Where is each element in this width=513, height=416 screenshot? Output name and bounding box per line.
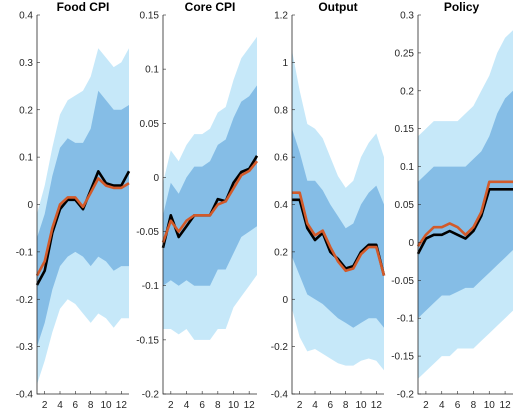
- y-tick-label: 0.8: [274, 105, 288, 116]
- x-tick-label: 8: [471, 400, 477, 411]
- y-tick-label: 0.1: [19, 153, 33, 164]
- median-response-line: [416, 188, 513, 255]
- y-tick-label: -0.2: [397, 390, 415, 401]
- x-tick-label: 2: [423, 400, 429, 411]
- y-tick-label: 0.2: [19, 105, 33, 116]
- x-tick-label: 12: [244, 400, 256, 411]
- inner-confidence-band: [418, 90, 513, 319]
- inner-confidence-band: [37, 90, 129, 347]
- x-tick-label: 10: [484, 400, 496, 411]
- y-tick-label: 0: [153, 173, 159, 184]
- y-tick-label: 0.2: [274, 247, 288, 258]
- y-tick-label: -0.1: [397, 314, 415, 325]
- y-tick-label: -0.4: [16, 390, 34, 401]
- x-tick-label: 10: [100, 400, 112, 411]
- x-tick-label: 12: [500, 400, 512, 411]
- y-tick-label: 0.05: [395, 200, 415, 211]
- x-tick-label: 6: [455, 400, 461, 411]
- y-tick-label: -0.2: [271, 342, 289, 353]
- panel-2: -0.4 -0.2 0 0.2 0.4 0.6 0.8 1 1.2 2 4 6 8 10 12 Output: [271, 0, 386, 411]
- y-tick-label: -0.3: [16, 342, 34, 353]
- y-tick-label: 0: [282, 295, 288, 306]
- y-tick-label: -0.4: [271, 390, 289, 401]
- y-tick-label: 0.4: [274, 200, 288, 211]
- y-tick-label: -0.1: [142, 281, 160, 292]
- y-tick-label: 0.1: [145, 65, 159, 76]
- y-tick-label: -0.2: [142, 390, 160, 401]
- panel-title: Policy: [444, 0, 480, 14]
- y-tick-label: -0.05: [136, 227, 159, 238]
- x-tick-label: 8: [343, 400, 349, 411]
- x-tick-label: 4: [439, 400, 445, 411]
- x-tick-label: 6: [73, 400, 79, 411]
- x-tick-label: 4: [184, 400, 190, 411]
- x-tick-label: 6: [328, 400, 334, 411]
- y-tick-label: -0.15: [391, 352, 414, 363]
- y-tick-label: 0: [408, 238, 414, 249]
- y-tick-label: 0.6: [274, 153, 288, 164]
- point-estimate-line: [292, 191, 386, 276]
- y-tick-label: -0.15: [136, 335, 159, 346]
- y-tick-label: -0.1: [16, 247, 34, 258]
- panel-0: -0.4 -0.3 -0.2 -0.1 0 0.1 0.2 0.3 0.4 2 4 6 8 10 12 Foo…: [16, 0, 131, 411]
- x-tick-label: 4: [57, 400, 63, 411]
- y-tick-label: 0.3: [400, 11, 414, 22]
- x-tick-label: 6: [199, 400, 205, 411]
- inner-confidence-band: [292, 128, 384, 328]
- y-tick-label: 0.2: [400, 86, 414, 97]
- y-tick-label: 1: [282, 58, 288, 69]
- y-tick-label: 0: [27, 200, 33, 211]
- x-tick-label: 2: [168, 400, 174, 411]
- point-estimate-line: [416, 180, 513, 247]
- y-tick-label: 0.1: [400, 162, 414, 173]
- x-tick-label: 12: [371, 400, 383, 411]
- y-tick-label: 0.15: [395, 124, 415, 135]
- x-tick-label: 4: [312, 400, 318, 411]
- y-tick-label: 0.15: [140, 11, 160, 22]
- y-tick-label: 0.4: [19, 11, 33, 22]
- panel-title: Food CPI: [57, 0, 110, 14]
- y-tick-label: -0.2: [16, 295, 34, 306]
- y-tick-label: 0.05: [140, 119, 160, 130]
- y-tick-label: -0.05: [391, 276, 414, 287]
- panel-title: Core CPI: [185, 0, 236, 14]
- point-estimate-line: [35, 177, 130, 277]
- x-tick-label: 8: [88, 400, 94, 411]
- panel-title: Output: [318, 0, 357, 14]
- x-tick-label: 2: [297, 400, 303, 411]
- x-tick-label: 10: [355, 400, 367, 411]
- x-tick-label: 10: [228, 400, 240, 411]
- x-tick-label: 8: [215, 400, 221, 411]
- y-tick-label: 0.3: [19, 58, 33, 69]
- panel-3: -0.2 -0.15 -0.1 -0.05 0 0.05 0.1 0.15 0.2 0.25 0.3…: [391, 0, 513, 411]
- inner-confidence-band: [163, 85, 257, 286]
- panel-1: -0.2 -0.15 -0.1 -0.05 0 0.05 0.1 0.15 2 4 6 8 10 12 Co…: [136, 0, 259, 411]
- y-tick-label: 1.2: [274, 11, 288, 22]
- y-tick-label: 0.25: [395, 48, 415, 59]
- x-tick-label: 2: [42, 400, 48, 411]
- point-estimate-line: [161, 160, 259, 243]
- x-tick-label: 12: [116, 400, 128, 411]
